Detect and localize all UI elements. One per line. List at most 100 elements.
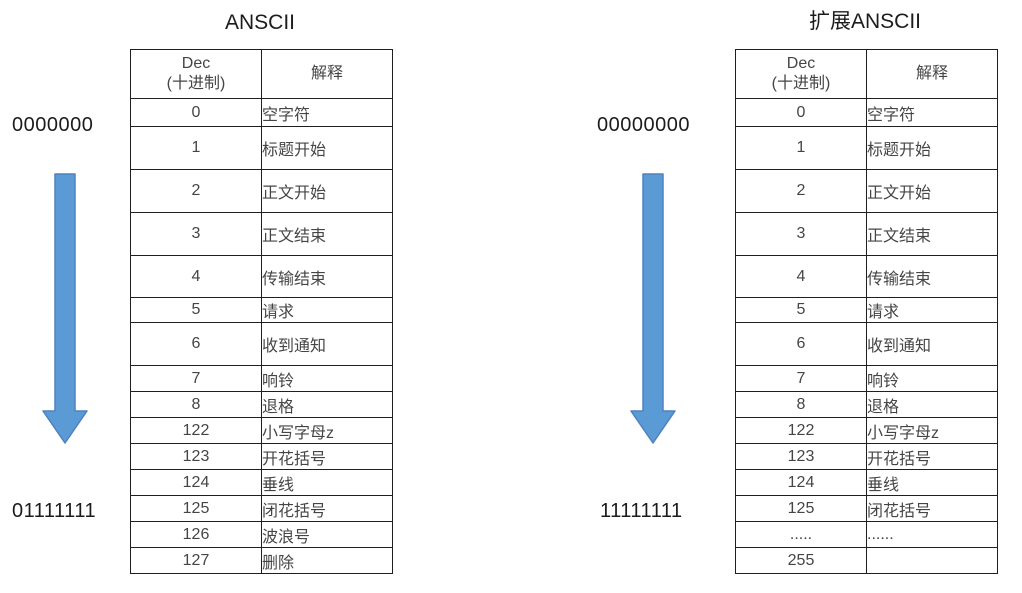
dec-cell: 124 xyxy=(735,469,867,496)
dec-cell: 3 xyxy=(130,212,262,256)
desc-cell: 小写字母z xyxy=(866,417,998,444)
desc-cell: 正文结束 xyxy=(261,212,393,256)
desc-cell: 响铃 xyxy=(261,365,393,392)
table-row: 1 标题开始 xyxy=(735,126,998,170)
table-row: 123 开花括号 xyxy=(735,443,998,470)
desc-cell: 请求 xyxy=(261,297,393,323)
desc-cell: 标题开始 xyxy=(261,126,393,170)
dec-column-header: Dec (十进制) xyxy=(130,49,262,99)
dec-cell: 1 xyxy=(735,126,867,170)
dec-cell: ..... xyxy=(735,521,867,548)
table-row: 2 正文开始 xyxy=(130,169,393,213)
desc-cell: 空字符 xyxy=(866,98,998,127)
desc-cell: 请求 xyxy=(866,297,998,323)
desc-cell: 波浪号 xyxy=(261,521,393,548)
table-row: 255 xyxy=(735,547,998,574)
table-row: 1 标题开始 xyxy=(130,126,393,170)
table-row: 122 小写字母z xyxy=(130,417,393,444)
dec-header-line1: Dec xyxy=(786,55,816,72)
table-row: 4 传输结束 xyxy=(130,255,393,298)
dec-cell: 255 xyxy=(735,547,867,574)
dec-cell: 2 xyxy=(735,169,867,213)
dec-cell: 0 xyxy=(130,98,262,127)
dec-header-line2: (十进制) xyxy=(771,75,831,92)
desc-cell: 垂线 xyxy=(866,469,998,496)
dec-cell: 6 xyxy=(130,322,262,366)
dec-cell: 1 xyxy=(130,126,262,170)
table-row: 125 闭花括号 xyxy=(130,495,393,522)
table-row: 8 退格 xyxy=(735,391,998,418)
table-header-row: Dec (十进制) 解释 xyxy=(735,49,998,99)
dec-cell: 122 xyxy=(735,417,867,444)
desc-cell: 空字符 xyxy=(261,98,393,127)
extended-ascii-binary-start-label: 00000000 xyxy=(597,114,690,136)
dec-cell: 123 xyxy=(735,443,867,470)
dec-cell: 0 xyxy=(735,98,867,127)
table-row: 2 正文开始 xyxy=(735,169,998,213)
table-row: 5 请求 xyxy=(735,297,998,323)
table-row: 3 正文结束 xyxy=(735,212,998,256)
desc-column-header: 解释 xyxy=(866,49,998,99)
dec-cell: 4 xyxy=(130,255,262,298)
table-row: 122 小写字母z xyxy=(735,417,998,444)
table-row: ........... xyxy=(735,521,998,548)
dec-cell: 8 xyxy=(130,391,262,418)
table-row: 6 收到通知 xyxy=(735,322,998,366)
dec-cell: 4 xyxy=(735,255,867,298)
dec-cell: 123 xyxy=(130,443,262,470)
dec-cell: 2 xyxy=(130,169,262,213)
table-row: 4 传输结束 xyxy=(735,255,998,298)
desc-cell: 小写字母z xyxy=(261,417,393,444)
table-row: 5 请求 xyxy=(130,297,393,323)
table-row: 126 波浪号 xyxy=(130,521,393,548)
desc-cell: 闭花括号 xyxy=(261,495,393,522)
dec-cell: 6 xyxy=(735,322,867,366)
dec-header-line2: (十进制) xyxy=(166,75,226,92)
down-arrow-icon xyxy=(630,173,676,444)
desc-cell: 退格 xyxy=(261,391,393,418)
extended-ascii-binary-end-label: 11111111 xyxy=(600,500,683,522)
table-row: 6 收到通知 xyxy=(130,322,393,366)
desc-cell: 响铃 xyxy=(866,365,998,392)
dec-cell: 122 xyxy=(130,417,262,444)
table-row: 7 响铃 xyxy=(130,365,393,392)
dec-cell: 125 xyxy=(735,495,867,522)
dec-cell: 3 xyxy=(735,212,867,256)
dec-header-line1: Dec xyxy=(181,55,211,72)
desc-cell: 正文结束 xyxy=(866,212,998,256)
dec-cell: 5 xyxy=(130,297,262,323)
dec-cell: 126 xyxy=(130,521,262,548)
dec-cell: 124 xyxy=(130,469,262,496)
desc-cell: 正文开始 xyxy=(261,169,393,213)
table-row: 123 开花括号 xyxy=(130,443,393,470)
dec-column-header: Dec (十进制) xyxy=(735,49,867,99)
desc-cell: 删除 xyxy=(261,547,393,574)
desc-cell: 传输结束 xyxy=(866,255,998,298)
table-row: 8 退格 xyxy=(130,391,393,418)
table-row: 7 响铃 xyxy=(735,365,998,392)
desc-cell xyxy=(866,547,998,574)
extended-ascii-table: Dec (十进制) 解释 0 空字符 1 标题开始 2 正文开始 3 正文结束 4 传输结束 5 请求… xyxy=(735,49,998,574)
table-row: 3 正文结束 xyxy=(130,212,393,256)
table-row: 125 闭花括号 xyxy=(735,495,998,522)
desc-cell: 正文开始 xyxy=(866,169,998,213)
ascii-binary-start-label: 0000000 xyxy=(12,114,94,136)
table-header-row: Dec (十进制) 解释 xyxy=(130,49,393,99)
desc-cell: 垂线 xyxy=(261,469,393,496)
ascii-title: ANSCII xyxy=(224,11,295,34)
desc-cell: 退格 xyxy=(866,391,998,418)
table-row: 124 垂线 xyxy=(130,469,393,496)
desc-cell: ...... xyxy=(866,521,998,548)
down-arrow-icon xyxy=(42,173,88,444)
desc-cell: 收到通知 xyxy=(866,322,998,366)
ascii-binary-end-label: 01111111 xyxy=(12,500,97,522)
table-row: 124 垂线 xyxy=(735,469,998,496)
dec-cell: 127 xyxy=(130,547,262,574)
desc-column-header: 解释 xyxy=(261,49,393,99)
desc-cell: 闭花括号 xyxy=(866,495,998,522)
dec-cell: 8 xyxy=(735,391,867,418)
dec-cell: 125 xyxy=(130,495,262,522)
desc-cell: 开花括号 xyxy=(866,443,998,470)
table-row: 0 空字符 xyxy=(735,98,998,127)
